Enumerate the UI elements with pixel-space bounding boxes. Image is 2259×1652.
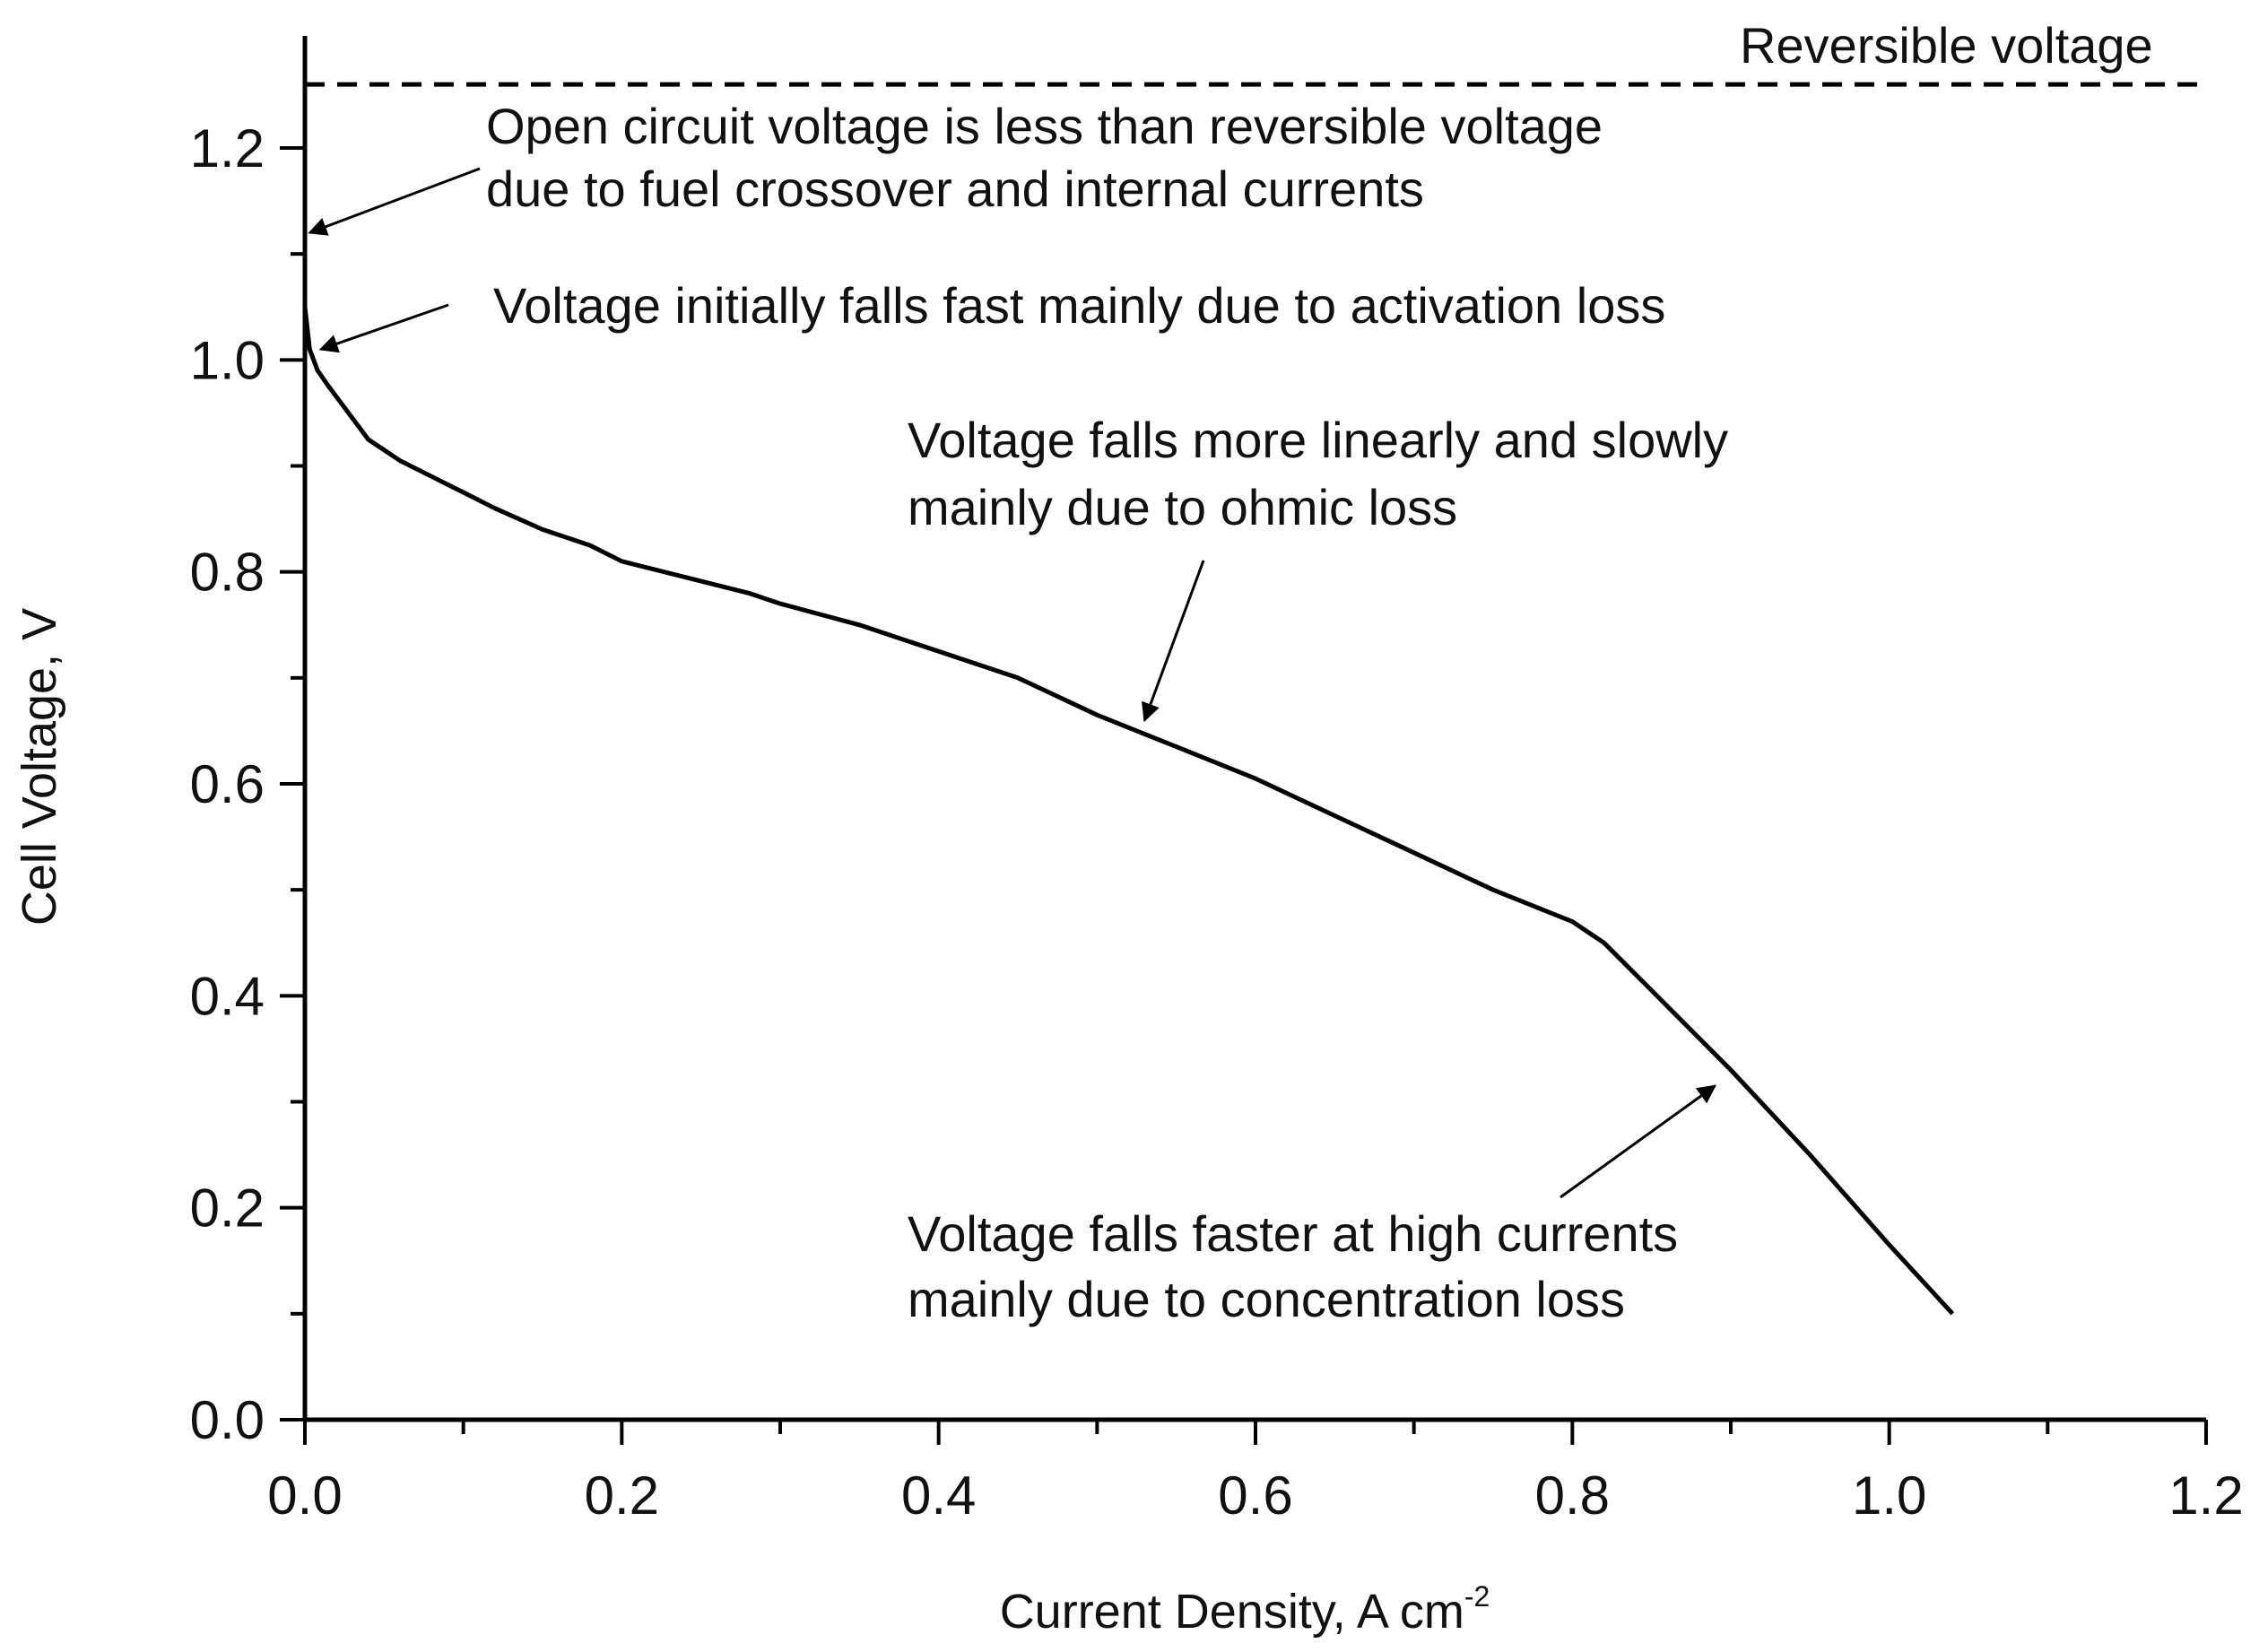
y-tick-label: 0.8 <box>190 543 265 603</box>
y-tick-label: 0.4 <box>190 966 265 1026</box>
annotation-activation-line: Voltage initially falls fast mainly due … <box>493 277 1665 334</box>
x-tick-label: 0.0 <box>267 1465 342 1526</box>
x-tick-label: 0.4 <box>901 1465 976 1526</box>
y-tick-label: 0.2 <box>190 1178 265 1239</box>
annotation-ocv: Open circuit voltage is less than revers… <box>308 98 1603 236</box>
series-layer <box>302 82 2206 1316</box>
x-tick-label: 0.2 <box>585 1465 659 1526</box>
y-axis-title: Cell Voltage, V <box>13 608 66 926</box>
y-tick-label: 0.0 <box>190 1390 265 1450</box>
annotation-concentration-arrow <box>1560 1084 1717 1199</box>
x-tick-label: 1.0 <box>1852 1465 1926 1526</box>
annotation-reversible: Reversible voltage <box>1740 17 2153 74</box>
annotation-concentration-line: Voltage falls faster at high currents <box>908 1205 1678 1262</box>
annotation-ocv-line: Open circuit voltage is less than revers… <box>486 98 1603 154</box>
polarization-curve <box>302 158 1955 1316</box>
x-tick-label: 0.6 <box>1218 1465 1292 1526</box>
annotation-ohmic-line: Voltage falls more linearly and slowly <box>908 412 1728 468</box>
annotation-reversible-line: Reversible voltage <box>1740 17 2153 74</box>
y-axis-ticks: 0.0 0.2 0.4 0.6 0.8 1.0 1.2 <box>190 118 305 1450</box>
y-tick-label: 1.2 <box>190 118 265 178</box>
annotation-ocv-line: due to fuel crossover and internal curre… <box>486 161 1424 217</box>
annotation-layer: Reversible voltage Open circuit voltage i… <box>308 17 2153 1327</box>
x-tick-label: 1.2 <box>2168 1465 2243 1526</box>
y-tick-label: 0.6 <box>190 754 265 814</box>
annotation-activation: Voltage initially falls fast mainly due … <box>318 277 1665 353</box>
y-tick-label: 1.0 <box>190 330 265 390</box>
annotation-concentration-line: mainly due to concentration loss <box>908 1271 1625 1327</box>
annotation-ocv-arrow <box>308 167 481 236</box>
annotation-ohmic-arrow <box>1142 560 1205 723</box>
x-tick-label: 0.8 <box>1535 1465 1610 1526</box>
x-axis-title-superscript: -2 <box>1464 1580 1490 1613</box>
annotation-ohmic: Voltage falls more linearly and slowly ma… <box>908 412 1728 723</box>
annotation-activation-arrow <box>318 303 449 353</box>
annotation-concentration: Voltage falls faster at high currents mai… <box>908 1084 1717 1327</box>
x-axis-title: Current Density, A cm-2 <box>1000 1580 1490 1639</box>
x-axis-ticks: 0.0 0.2 0.4 0.6 0.8 1.0 1.2 <box>267 1420 2244 1526</box>
annotation-ohmic-line: mainly due to ohmic loss <box>908 479 1457 535</box>
